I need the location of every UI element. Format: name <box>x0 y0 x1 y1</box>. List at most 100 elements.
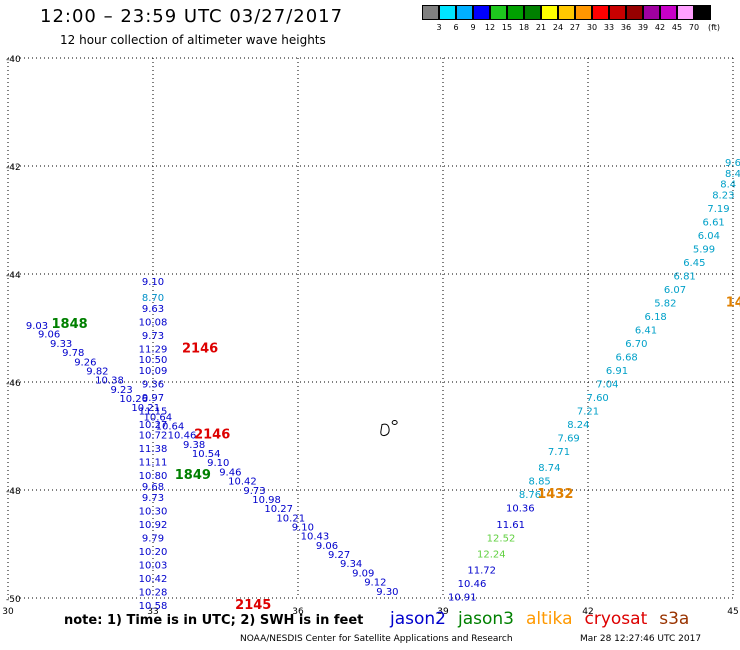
wave-height-value: 6.45 <box>683 258 705 269</box>
lat-tick-label: -44 <box>6 271 21 281</box>
wave-height-value: 11.15 <box>139 406 168 417</box>
wave-height-value: 8.85 <box>529 477 551 488</box>
wave-height-value: 10.42 <box>228 477 257 488</box>
wave-height-value: 6.18 <box>645 312 667 323</box>
wave-height-value: 9.26 <box>74 357 96 368</box>
colorbar-swatch <box>660 5 677 20</box>
colorbar-label: 30 <box>586 23 598 32</box>
wave-height-value: 10.92 <box>139 520 168 531</box>
colorbar-swatch <box>694 5 711 20</box>
wave-height-value: 9.12 <box>364 578 386 589</box>
satellite-legend: jason2 jason3 altika cryosat s3a <box>390 609 701 629</box>
pass-time-label: 14 <box>726 295 740 310</box>
lat-tick-label: -48 <box>6 487 21 497</box>
wave-height-value: 10.98 <box>252 495 281 506</box>
map-title: 12:00 – 23:59 UTC 03/27/2017 <box>40 6 344 27</box>
wave-height-value: 10.20 <box>139 547 168 558</box>
colorbar-label: 33 <box>603 23 615 32</box>
wave-height-value: 10.50 <box>139 355 168 366</box>
wave-height-value: 9.46 <box>219 467 241 478</box>
island-outline <box>391 420 398 425</box>
wave-height-value: 6.04 <box>698 231 720 242</box>
wave-height-value: 10.30 <box>139 506 168 517</box>
lon-tick-label: 30 <box>2 607 14 617</box>
wave-height-value: 9.23 <box>110 385 132 396</box>
wave-height-value: 7.19 <box>707 204 729 215</box>
colorbar-swatch <box>643 5 660 20</box>
credit-text: NOAA/NESDIS Center for Satellite Applica… <box>240 634 513 644</box>
wave-height-value: 10.64 <box>144 412 173 423</box>
pass-time-label: 1432 <box>537 487 573 502</box>
lat-tick-label: -46 <box>6 379 21 389</box>
wave-height-value: 9.68 <box>142 482 164 493</box>
wave-height-value: 7.69 <box>558 433 580 444</box>
colorbar-swatch <box>626 5 643 20</box>
wave-height-value: 9.38 <box>183 440 205 451</box>
colorbar-swatch <box>677 5 694 20</box>
wave-height-value: 8.76 <box>519 490 541 501</box>
colorbar-label: 12 <box>484 23 496 32</box>
wave-height-value: 10.28 <box>139 587 168 598</box>
colorbar-label: 21 <box>535 23 547 32</box>
colorbar-swatch <box>592 5 609 20</box>
wave-height-value: 9.73 <box>142 331 164 342</box>
wave-height-value: 10.80 <box>139 471 168 482</box>
pass-time-label: 2146 <box>182 341 218 356</box>
wave-height-value: 7.04 <box>596 379 618 390</box>
wave-height-value: 10.38 <box>95 376 124 387</box>
wave-height-value: 9.79 <box>142 533 164 544</box>
colorbar-swatch <box>422 5 439 20</box>
wave-height-value: 11.38 <box>139 444 168 455</box>
lat-tick-label: -50 <box>6 595 21 605</box>
colorbar-swatch <box>490 5 507 20</box>
wave-height-value: 9.73 <box>142 493 164 504</box>
wave-height-value: 10.54 <box>192 449 221 460</box>
wave-height-value: 8.24 <box>567 420 589 431</box>
colorbar-swatch <box>541 5 558 20</box>
colorbar-label: 24 <box>552 23 564 32</box>
wave-height-value: 9.06 <box>38 330 60 341</box>
colorbar-label: 18 <box>518 23 530 32</box>
colorbar-label: 3 <box>436 23 442 32</box>
colorbar-swatch <box>575 5 592 20</box>
wave-height-value: 10.43 <box>301 532 330 543</box>
wave-height-value: 6.07 <box>664 285 686 296</box>
wave-height-value: 10.27 <box>264 504 293 515</box>
wave-height-value: 10.46 <box>458 579 487 590</box>
satellite-legend-jason2: jason2 <box>390 609 446 629</box>
colorbar-label: 70 <box>688 23 700 32</box>
wave-height-value: 9.78 <box>62 348 84 359</box>
colorbar-swatch <box>507 5 524 20</box>
wave-height-value: 10.27 <box>139 420 168 431</box>
wave-height-value: 6.70 <box>625 339 647 350</box>
wave-height-value: 8.4 <box>725 169 740 180</box>
colorbar-swatch <box>473 5 490 20</box>
wave-height-value: 10.21 <box>131 403 160 414</box>
wave-height-value: 9.06 <box>316 541 338 552</box>
wave-height-value: 10.46 <box>168 431 197 442</box>
wave-height-value: 9.97 <box>142 393 164 404</box>
wave-height-value: 6.68 <box>616 352 638 363</box>
colorbar-swatch <box>558 5 575 20</box>
wave-height-value: 11.29 <box>139 344 168 355</box>
pass-time-label: 1848 <box>52 317 88 332</box>
colorbar-label: 36 <box>620 23 632 32</box>
wave-height-value: 10.91 <box>448 593 477 604</box>
wave-height-value: 9.27 <box>328 550 350 561</box>
wave-height-value: 8.70 <box>142 293 164 304</box>
satellite-legend-cryosat: cryosat <box>584 609 648 629</box>
satellite-legend-jason3: jason3 <box>458 609 514 629</box>
wave-height-value: 9.03 <box>26 321 48 332</box>
wave-height-value: 9.09 <box>352 568 374 579</box>
colorbar-label: 27 <box>569 23 581 32</box>
colorbar-label: 42 <box>654 23 666 32</box>
wave-height-value: 11.11 <box>139 458 168 469</box>
wave-height-value: 9.34 <box>340 559 362 570</box>
wave-height-value: 10.08 <box>139 317 168 328</box>
wave-height-value: 6.81 <box>674 271 696 282</box>
wave-height-value: 8.4 <box>720 180 736 191</box>
wave-height-value: 6.61 <box>703 217 725 228</box>
wave-height-value: 11.61 <box>496 520 525 531</box>
wave-height-value: 9.10 <box>142 277 164 288</box>
